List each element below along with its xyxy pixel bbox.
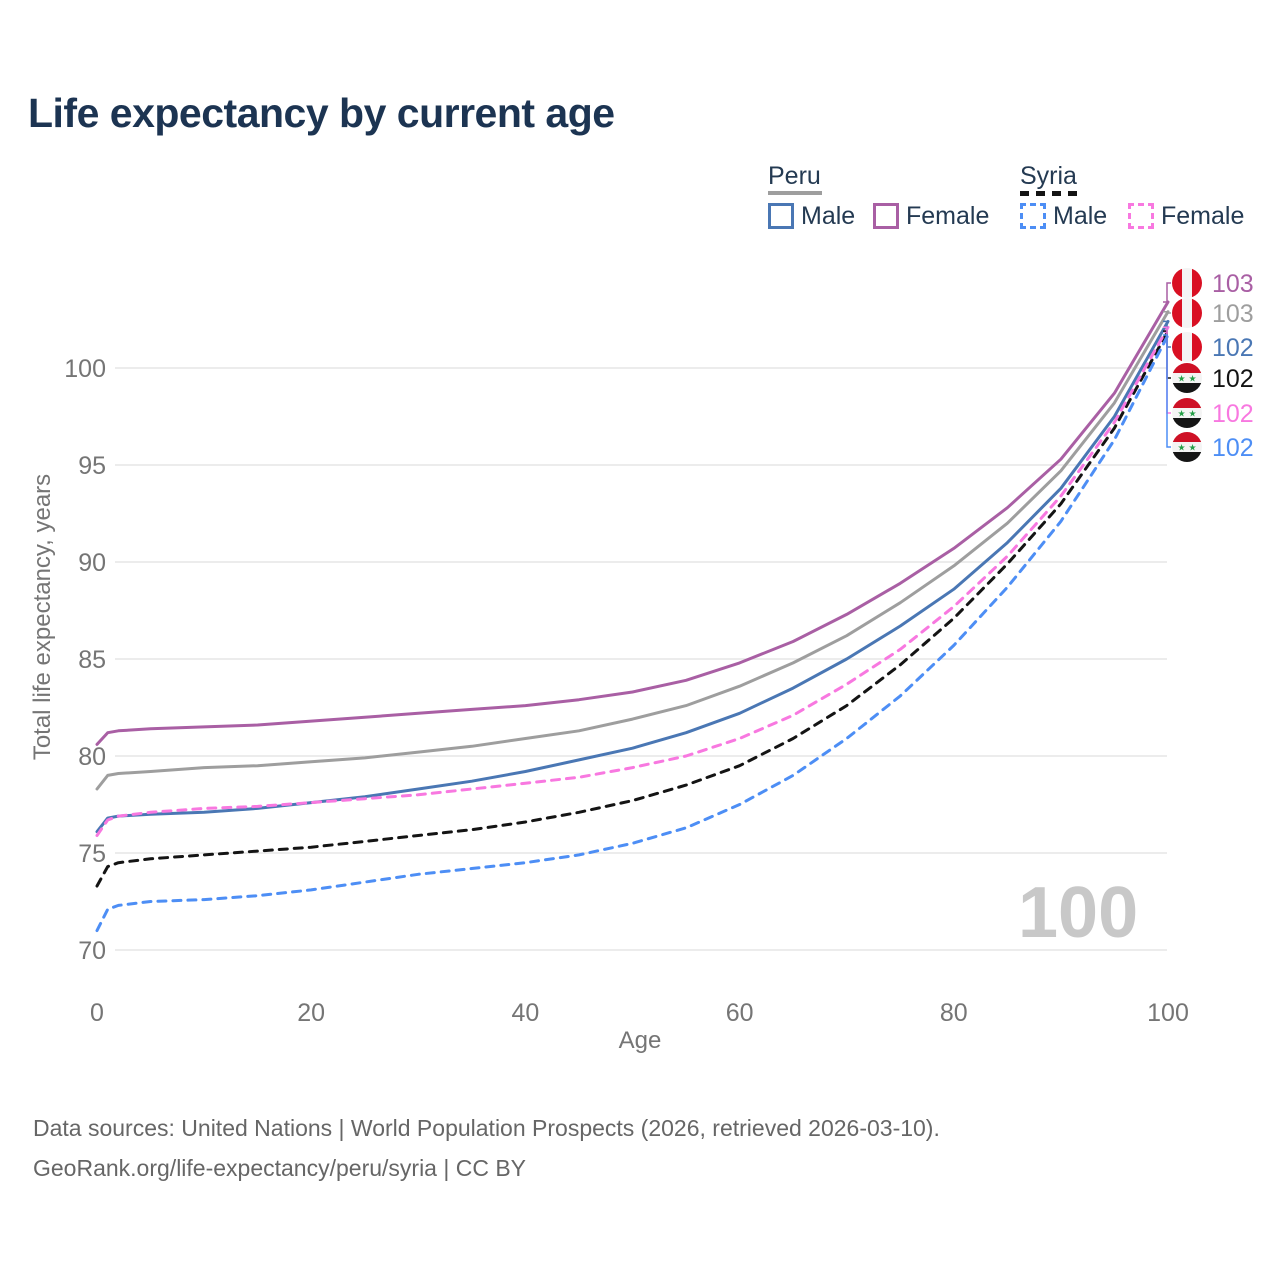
x-tick-label: 80	[940, 999, 968, 1027]
flag-icon-peru-total	[1172, 298, 1202, 328]
svg-text:★: ★	[1188, 374, 1196, 384]
end-value-label-peru-female: 103	[1212, 270, 1254, 298]
svg-text:★: ★	[1177, 374, 1185, 384]
svg-text:★: ★	[1177, 409, 1185, 419]
legend-swatch-peru-female[interactable]	[873, 203, 899, 229]
y-axis-title: Total life expectancy, years	[29, 473, 56, 761]
footer: Data sources: United Nations | World Pop…	[33, 1108, 940, 1188]
series-line-peru-male	[95, 319, 1170, 834]
legend-underline-peru-solid	[768, 191, 822, 195]
legend-swatch-peru-male[interactable]	[768, 203, 794, 229]
flag-icon-peru-female	[1172, 268, 1202, 298]
flag-icon-syria-female: ★ ★	[1172, 398, 1202, 428]
x-tick-label: 40	[511, 999, 539, 1027]
x-tick-label: 0	[90, 999, 104, 1027]
leader-line-peru-female	[1163, 282, 1171, 303]
flag-icon-syria-total: ★ ★	[1172, 363, 1202, 393]
y-tick-label: 90	[78, 549, 106, 577]
legend-label-syria-female[interactable]: Female	[1161, 202, 1245, 230]
legend-swatch-syria-female[interactable]	[1128, 203, 1154, 229]
leader-line-syria-male	[1163, 334, 1171, 448]
x-axis-title: Age	[618, 1027, 662, 1054]
legend-label-peru-female[interactable]: Female	[906, 202, 990, 230]
x-tick-label: 60	[726, 999, 754, 1027]
series-line-syria-female	[95, 325, 1170, 837]
svg-text:★: ★	[1177, 443, 1185, 453]
end-value-label-syria-male: 102	[1212, 434, 1254, 462]
x-tick-label: 20	[297, 999, 325, 1027]
legend-swatch-syria-male[interactable]	[1020, 203, 1046, 229]
legend-underline-syria-dashed	[1020, 191, 1078, 196]
end-value-label-peru-total: 103	[1212, 300, 1254, 328]
age-counter-watermark: 100	[1018, 873, 1139, 953]
end-value-label-syria-total: 102	[1212, 365, 1254, 393]
flag-icon-peru-male	[1172, 332, 1202, 362]
y-tick-label: 80	[78, 743, 106, 771]
footer-attribution: GeoRank.org/life-expectancy/peru/syria |…	[33, 1155, 527, 1181]
y-tick-label: 75	[78, 840, 106, 868]
y-tick-label: 95	[78, 452, 106, 480]
y-tick-label: 85	[78, 646, 106, 674]
end-value-label-peru-male: 102	[1212, 334, 1254, 362]
legend-label-syria-male[interactable]: Male	[1053, 202, 1108, 230]
series-line-syria-male	[95, 333, 1170, 933]
svg-text:★: ★	[1188, 443, 1196, 453]
series-line-peru-total	[95, 310, 1170, 791]
y-tick-label: 70	[78, 937, 106, 965]
svg-text:★: ★	[1188, 409, 1196, 419]
legend-label-peru-male[interactable]: Male	[801, 202, 856, 230]
y-tick-label: 100	[64, 355, 106, 383]
end-value-label-syria-female: 102	[1212, 400, 1254, 428]
leader-line-peru-total	[1163, 310, 1171, 314]
legend-title-peru: Peru	[768, 162, 821, 190]
footer-data-sources: Data sources: United Nations | World Pop…	[33, 1115, 940, 1141]
series-line-peru-female	[95, 300, 1170, 746]
legend-title-syria: Syria	[1020, 162, 1077, 190]
page-title: Life expectancy by current age	[28, 90, 615, 136]
flag-icon-syria-male: ★ ★	[1172, 432, 1202, 462]
x-tick-label: 100	[1147, 999, 1189, 1027]
series-line-syria-total	[95, 329, 1170, 888]
